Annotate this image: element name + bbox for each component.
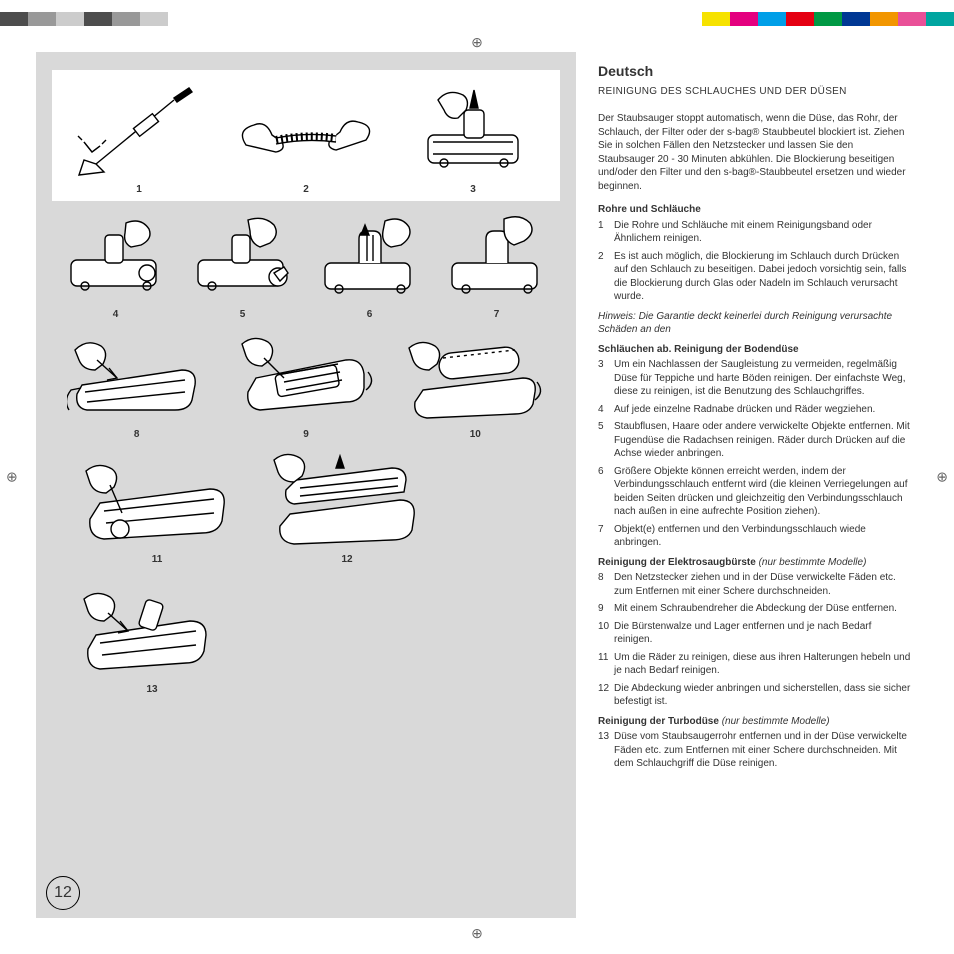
figure-number: 13 — [146, 684, 157, 695]
step-item: 5Staubflusen, Haare oder andere verwicke… — [598, 420, 912, 461]
color-calibration-bar — [0, 12, 954, 26]
registration-mark-right: ⊕ — [936, 469, 948, 486]
registration-mark-bottom: ⊕ — [471, 925, 483, 942]
page-content: 1 2 — [36, 52, 918, 918]
step-item: 11Um die Räder zu reinigen, diese aus ih… — [598, 651, 912, 678]
figure-6: 6 — [315, 215, 425, 320]
figure-2: 2 — [236, 90, 376, 195]
section-title-4: Reinigung der Turbodüse (nur bestimmte M… — [598, 715, 912, 729]
step-list-3: 8Den Netzstecker ziehen und in der Düse … — [598, 571, 912, 709]
step-item: 10Die Bürstenwalze und Lager entfernen u… — [598, 620, 912, 647]
step-item: 9Mit einem Schraubendreher die Abdeckung… — [598, 602, 912, 616]
figure-3: 3 — [408, 80, 538, 195]
registration-mark-left: ⊕ — [6, 469, 18, 486]
figure-number: 5 — [240, 309, 246, 320]
section-title-3: Reinigung der Elektrosaugbürste (nur bes… — [598, 556, 912, 570]
figure-row-2: 4 5 — [52, 215, 560, 320]
registration-mark-top: ⊕ — [471, 34, 483, 51]
section-title-3-text: Reinigung der Elektrosaugbürste — [598, 557, 756, 568]
figure-11: 11 — [82, 455, 232, 565]
figure-5: 5 — [188, 215, 298, 320]
figure-10: 10 — [405, 330, 545, 440]
section-heading: REINIGUNG DES SCHLAUCHES UND DER DÜSEN — [598, 85, 912, 99]
figure-row-1: 1 2 — [52, 70, 560, 201]
step-list-4: 13Düse vom Staubsaugerrohr entfernen und… — [598, 730, 912, 771]
figure-number: 3 — [470, 184, 476, 195]
section-title-2: Schläuchen ab. Reinigung der Bodendüse — [598, 343, 912, 357]
figure-number: 8 — [134, 429, 140, 440]
figure-12: 12 — [272, 450, 422, 565]
figure-number: 6 — [367, 309, 373, 320]
figure-number: 2 — [303, 184, 309, 195]
step-item: 13Düse vom Staubsaugerrohr entfernen und… — [598, 730, 912, 771]
figure-number: 12 — [341, 554, 352, 565]
figure-number: 4 — [113, 309, 119, 320]
figure-number: 10 — [470, 429, 481, 440]
figure-row-5: 13 — [52, 585, 560, 695]
figure-4: 4 — [61, 215, 171, 320]
figure-number: 7 — [494, 309, 500, 320]
figure-7: 7 — [442, 215, 552, 320]
figure-row-3: 8 9 — [52, 330, 560, 440]
figure-row-4: 11 12 — [52, 450, 560, 565]
step-item: 4Auf jede einzelne Radnabe drücken und R… — [598, 403, 912, 417]
step-item: 6Größere Objekte können erreicht werden,… — [598, 465, 912, 519]
figure-8: 8 — [67, 330, 207, 440]
step-item: 7Objekt(e) entfernen und den Verbindungs… — [598, 523, 912, 550]
intro-paragraph: Der Staubsauger stoppt automatisch, wenn… — [598, 112, 912, 193]
page-number: 12 — [46, 876, 80, 910]
step-list-1: 1Die Rohre und Schläuche mit einem Reini… — [598, 219, 912, 304]
step-item: 3Um ein Nachlassen der Saugleistung zu v… — [598, 358, 912, 399]
warranty-hint: Hinweis: Die Garantie deckt keinerlei du… — [598, 310, 912, 337]
figure-number: 9 — [303, 429, 309, 440]
section-title-3-note: (nur bestimmte Modelle) — [756, 557, 867, 568]
step-list-2: 3Um ein Nachlassen der Saugleistung zu v… — [598, 358, 912, 550]
language-heading: Deutsch — [598, 62, 912, 81]
figure-13: 13 — [82, 585, 222, 695]
section-title-4-text: Reinigung der Turbodüse — [598, 716, 719, 727]
step-item: 2Es ist auch möglich, die Blockierung im… — [598, 250, 912, 304]
figure-number: 11 — [152, 554, 163, 565]
figure-9: 9 — [236, 330, 376, 440]
section-title-4-note: (nur bestimmte Modelle) — [719, 716, 830, 727]
figure-1: 1 — [74, 80, 204, 195]
illustration-column: 1 2 — [36, 52, 576, 918]
step-item: 8Den Netzstecker ziehen und in der Düse … — [598, 571, 912, 598]
step-item: 12Die Abdeckung wieder anbringen und sic… — [598, 682, 912, 709]
section-title-1: Rohre und Schläuche — [598, 203, 912, 217]
step-item: 1Die Rohre und Schläuche mit einem Reini… — [598, 219, 912, 246]
text-column: Deutsch REINIGUNG DES SCHLAUCHES UND DER… — [598, 52, 918, 918]
figure-number: 1 — [136, 184, 142, 195]
